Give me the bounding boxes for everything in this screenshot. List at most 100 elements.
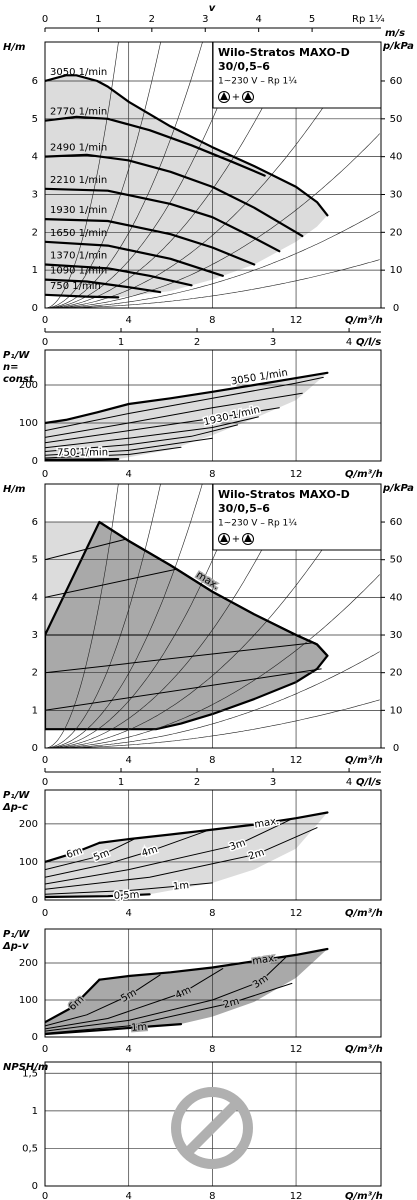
legend-box (212, 41, 382, 109)
x-tick-label: 12 (290, 1044, 303, 1055)
y2-axis-label: p/kPa (382, 483, 414, 494)
top-tick-label: 4 (255, 14, 261, 25)
x-axis-label: Q/m³/h (345, 1191, 383, 1200)
pump-curve (98, 811, 329, 844)
y-tick-label: 6 (32, 76, 38, 87)
pump-curve (45, 978, 101, 1024)
y2-tick-label: 40 (390, 152, 403, 163)
x-tick-label: 4 (125, 315, 131, 326)
system-curve (45, 651, 380, 748)
x-tick-label: 0 (42, 1191, 48, 1200)
x-tick-label: 4 (125, 469, 131, 480)
x-tick-label: 12 (290, 908, 303, 919)
pump-curve (45, 218, 256, 266)
y2-tick-label: 20 (390, 227, 403, 238)
pump-icon-triangle (220, 92, 228, 100)
curve-label: 1370 1/min (50, 250, 107, 261)
x-axis-label: Q/m³/h (345, 315, 383, 326)
y-tick-label: 0 (32, 1181, 38, 1192)
top-tick-label: 2 (149, 14, 155, 25)
y-axis-label: const (3, 374, 35, 385)
y-tick-label: 0,5 (22, 1143, 38, 1154)
legend-text: 1~230 V – Rp 1¼ (218, 77, 297, 87)
not-available-sign (171, 1087, 253, 1169)
x-tick-label: 8 (209, 1044, 215, 1055)
y-axis-label: NPSH/m (3, 1062, 48, 1073)
pump-icon-triangle (244, 92, 252, 100)
system-curve (45, 699, 380, 748)
y-axis-label: Δp-v (2, 941, 29, 952)
y-tick-label: 200 (19, 819, 38, 830)
pump-curve (45, 263, 193, 287)
x2-tick-label: 4 (346, 337, 352, 348)
legend-text: 30/0,5–6 (218, 502, 270, 515)
pump-curve (45, 153, 304, 238)
pump-curve (45, 187, 281, 253)
system-curve (45, 42, 296, 308)
pump-curve (45, 642, 316, 674)
plot-area (45, 42, 381, 308)
legend-text: 1~230 V – Rp 1¼ (218, 519, 297, 529)
pump-curve (45, 957, 287, 1032)
plot-frame (44, 789, 382, 901)
y-tick-label: 0 (32, 743, 38, 754)
y-tick-label: 200 (19, 380, 38, 391)
operating-region (45, 812, 328, 897)
top-axis-label: v (209, 3, 216, 14)
y-tick-label: 4 (32, 152, 38, 163)
pump-curve (45, 446, 182, 459)
pump-icon-triangle (244, 534, 252, 542)
x2-tick-label: 0 (42, 777, 48, 788)
curve-label: 2770 1/min (50, 107, 107, 118)
x-tick-label: 0 (42, 469, 48, 480)
x-tick-label: 12 (290, 1191, 303, 1200)
pump-curve (45, 74, 329, 217)
x2-tick-label: 4 (346, 777, 352, 788)
legend-box (212, 483, 382, 551)
pump-curve (45, 982, 293, 1034)
operating-region (45, 372, 328, 460)
pump-curve (45, 827, 318, 890)
curve-label: 1930 1/min (50, 205, 107, 216)
x-axis-label: Q/m³/h (345, 1044, 383, 1055)
system-curve (45, 484, 366, 748)
curve-label: 1m (173, 880, 190, 892)
legend-text: 30/0,5–6 (218, 60, 270, 73)
pump-curve (45, 882, 213, 895)
system-curve (45, 42, 366, 308)
legend-plus: + (232, 534, 240, 545)
system-curve (45, 574, 380, 748)
y-axis-label: P₁/W (3, 790, 30, 801)
system-curve (45, 484, 244, 748)
x-tick-label: 12 (290, 315, 303, 326)
top-tick-label: 0 (42, 14, 48, 25)
plot-area (45, 484, 381, 748)
pump-curve (45, 407, 280, 444)
pump-curve (45, 115, 266, 177)
pump-curve (45, 841, 101, 863)
x-tick-label: 8 (209, 908, 215, 919)
system-curve (45, 259, 380, 308)
y-axis-label: H/m (3, 42, 25, 53)
x-tick-label: 8 (209, 755, 215, 766)
y2-tick-label: 40 (390, 592, 403, 603)
pump-curve (45, 293, 120, 299)
y2-tick-label: 20 (390, 668, 403, 679)
y2-tick-label: 50 (390, 114, 403, 125)
x2-axis-label: Q/l/s (356, 337, 381, 348)
system-curve (45, 484, 161, 748)
x2-tick-label: 2 (194, 777, 200, 788)
legend-plus: + (232, 92, 240, 103)
top-tick-label: 5 (309, 14, 315, 25)
y2-tick-label: 10 (390, 265, 403, 276)
y-axis-label: H/m (3, 484, 25, 495)
pump-curve (45, 392, 303, 438)
x2-tick-label: 3 (270, 337, 276, 348)
y-tick-label: 5 (32, 555, 38, 566)
y2-tick-label: 60 (390, 517, 403, 528)
pump-curve (45, 278, 162, 294)
pump-curve (45, 416, 259, 449)
pump-curve (45, 458, 120, 461)
pump-curve (45, 568, 178, 598)
